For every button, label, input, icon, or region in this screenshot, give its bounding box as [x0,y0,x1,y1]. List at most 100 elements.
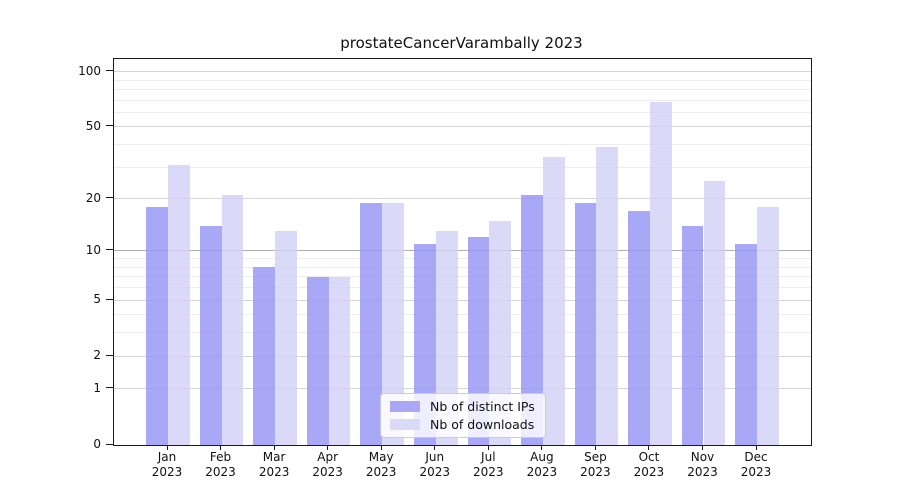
x-label-month: Sep [584,450,607,464]
x-label-year: 2023 [580,465,611,479]
x-label-month: Oct [638,450,660,464]
x-label-year: 2023 [473,465,504,479]
y-tick-50 [106,125,113,127]
gridline-30 [114,166,811,168]
bar-ips-apr [306,276,329,445]
bar-downloads-feb [221,194,244,445]
x-tick-label-nov: Nov 2023 [671,450,735,480]
x-tick-label-may: May 2023 [349,450,413,480]
x-label-month: May [368,450,394,464]
gridline-50 [114,126,811,128]
x-tick-mar [273,445,275,450]
gridline-3 [114,332,811,334]
y-tick-label-2: 2 [93,348,101,363]
gridline-4 [114,314,811,316]
gridline-6 [114,287,811,289]
x-label-month: Feb [209,450,232,464]
plot-area: Nb of distinct IPs Nb of downloads [113,58,812,446]
x-tick-jun [434,445,436,450]
x-tick-label-jul: Jul 2023 [456,450,520,480]
bar-ips-may [360,202,383,445]
gridline-90 [114,79,811,81]
bar-downloads-oct [649,102,672,445]
x-label-year: 2023 [205,465,236,479]
gridline-10 [114,250,811,252]
x-label-year: 2023 [419,465,451,479]
gridline-80 [114,88,811,90]
x-label-year: 2023 [365,465,397,479]
x-label-month: Dec [744,450,768,464]
x-label-month: Jan [157,450,177,464]
x-label-year: 2023 [687,465,718,479]
x-label-month: Jul [481,450,496,464]
x-tick-label-oct: Oct 2023 [617,450,681,480]
bar-downloads-jun [435,231,458,445]
y-tick-5 [106,298,113,300]
x-label-month: Mar [262,450,286,464]
x-tick-aug [541,445,543,450]
y-tick-label-5: 5 [93,292,101,307]
gridline-20 [114,198,811,200]
x-tick-feb [220,445,222,450]
legend-swatch-downloads-icon [390,419,420,430]
x-label-month: Aug [530,450,554,464]
gridline-1 [114,388,811,390]
y-tick-label-10: 10 [85,242,101,257]
legend-label-distinct-ips: Nb of distinct IPs [430,399,535,414]
x-label-year: 2023 [312,465,343,479]
x-tick-label-dec: Dec 2023 [724,450,788,480]
chart-title: prostateCancerVarambally 2023 [340,34,583,52]
gridline-60 [114,111,811,113]
x-tick-apr [327,445,329,450]
bar-downloads-dec [757,206,779,445]
x-label-year: 2023 [740,465,772,479]
x-tick-jan [166,445,168,450]
x-label-month: Nov [690,450,715,464]
x-tick-nov [702,445,703,450]
bar-downloads-jul [489,220,512,445]
bar-downloads-mar [275,231,297,445]
y-tick-label-0: 0 [93,437,101,451]
gridline-8 [114,266,811,268]
x-label-year: 2023 [526,465,558,479]
x-tick-label-sep: Sep 2023 [563,450,627,480]
legend-item-downloads: Nb of downloads [390,417,545,432]
bar-downloads-aug [542,157,565,445]
y-tick-1 [106,387,113,389]
gridline-2 [114,355,811,357]
x-tick-label-jan: Jan 2023 [135,450,199,480]
y-tick-10 [106,249,113,251]
x-tick-oct [648,445,650,450]
gridline-100 [114,71,811,73]
bar-ips-mar [253,267,276,445]
bar-downloads-apr [328,276,351,445]
legend-item-distinct-ips: Nb of distinct IPs [390,399,545,414]
gridline-70 [114,99,811,101]
x-label-month: Jun [425,450,445,464]
y-tick-2 [106,354,113,356]
bar-ips-jan [146,206,168,445]
x-label-month: Apr [317,450,339,464]
bar-ips-oct [628,211,650,445]
x-tick-label-jun: Jun 2023 [403,450,467,480]
bar-ips-sep [574,202,597,445]
legend-label-downloads: Nb of downloads [430,417,535,432]
bar-ips-dec [735,243,758,445]
bar-ips-aug [521,194,543,445]
y-tick-label-20: 20 [85,190,101,205]
bar-downloads-sep [596,146,619,445]
x-label-year: 2023 [258,465,290,479]
gridline-40 [114,144,811,146]
gridline-9 [114,258,811,260]
x-tick-sep [594,445,596,450]
x-label-year: 2023 [151,465,183,479]
bar-downloads-jan [168,164,190,445]
y-tick-0 [106,443,113,445]
x-tick-may [380,445,382,450]
gridline-7 [114,276,811,278]
x-tick-label-apr: Apr 2023 [296,450,360,480]
y-tick-label-100: 100 [78,63,101,78]
bar-ips-nov [681,225,704,445]
x-tick-label-aug: Aug 2023 [510,450,574,480]
